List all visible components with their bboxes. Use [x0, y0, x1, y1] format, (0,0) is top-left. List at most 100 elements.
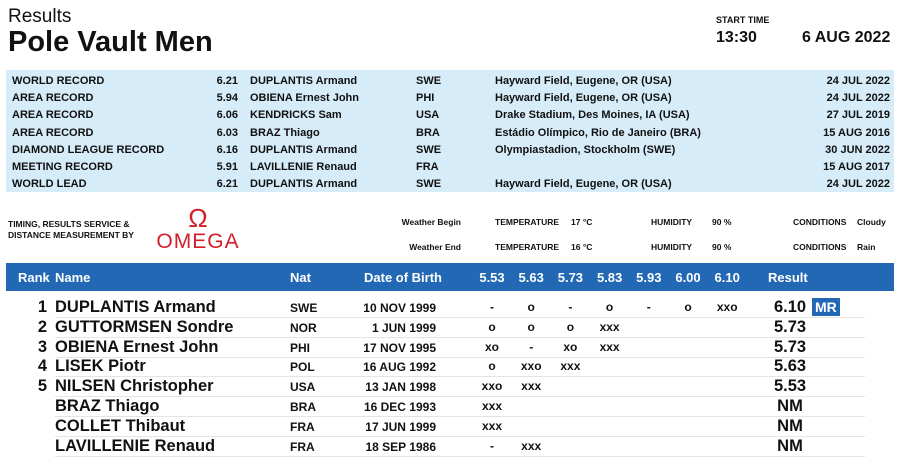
dob: 13 JAN 1998 [365, 380, 436, 395]
record-nat: FRA [416, 161, 439, 173]
row-separator [55, 416, 865, 417]
record-date: 24 JUL 2022 [826, 178, 890, 191]
result: 6.10 [773, 298, 807, 316]
record-nat: SWE [416, 143, 442, 156]
result: 5.73 [773, 337, 807, 356]
nat: BRA [290, 400, 316, 414]
record-nat: SWE [416, 178, 442, 191]
col-dob: Date of Birth [364, 270, 442, 285]
result: NM [777, 436, 803, 455]
nat: NOR [290, 320, 317, 335]
record-venue: Estádio Olímpico, Rio de Janeiro (BRA) [495, 126, 701, 139]
attempt: xxx [521, 379, 542, 394]
record-type: DIAMOND LEAGUE RECORD [12, 143, 165, 156]
athlete-name: LISEK Piotr [55, 357, 146, 376]
record-mark: 6.21 [216, 178, 238, 191]
record-holder: KENDRICKS Sam [250, 109, 342, 122]
nat: USA [290, 380, 316, 395]
record-mark: 5.91 [216, 161, 238, 173]
col-rank: Rank [18, 270, 50, 285]
weather-label: Weather End [409, 242, 461, 252]
athlete-name: NILSEN Christopher [55, 377, 214, 396]
result: 5.73 [773, 317, 807, 336]
athlete-name: GUTTORMSEN Sondre [55, 317, 234, 336]
attempt: o [527, 319, 535, 334]
temperature-label: TEMPERATURE [495, 217, 560, 227]
record-date: 24 JUL 2022 [826, 75, 890, 87]
rank: 5 [37, 377, 47, 396]
event-date: 6 AUG 2022 [802, 29, 891, 46]
attempt: xxx [560, 359, 581, 374]
record-note: MR [812, 298, 840, 316]
record-type: WORLD LEAD [12, 178, 87, 191]
attempt: xo [484, 339, 500, 354]
table-header-band [6, 263, 894, 291]
row-separator [55, 336, 865, 338]
attempt: xxx [481, 399, 503, 413]
humidity-label: HUMIDITY [651, 242, 693, 252]
col-height: 6.10 [714, 270, 740, 285]
nat: PHI [290, 340, 311, 355]
dob: 17 NOV 1995 [363, 340, 436, 355]
attempt: o [605, 300, 614, 314]
attempt: xxx [599, 319, 620, 334]
dob: 16 DEC 1993 [363, 400, 436, 414]
record-holder: DUPLANTIS Armand [250, 75, 358, 87]
records-panel [6, 70, 894, 192]
start-time: 13:30 [716, 29, 757, 46]
conditions-label: CONDITIONS [793, 242, 847, 252]
record-date: 15 AUG 2017 [823, 161, 890, 173]
record-type: WORLD RECORD [12, 75, 105, 87]
record-mark: 6.16 [216, 143, 238, 156]
rank: 1 [37, 298, 47, 316]
record-venue: Drake Stadium, Des Moines, IA (USA) [495, 109, 690, 122]
record-holder: DUPLANTIS Armand [250, 143, 358, 156]
dob: 16 AUG 1992 [363, 360, 436, 375]
record-nat: USA [416, 109, 440, 122]
record-type: MEETING RECORD [12, 161, 113, 173]
attempt: - [646, 300, 651, 314]
record-nat: PHI [416, 92, 435, 105]
attempt: - [490, 438, 494, 453]
col-height: 5.63 [518, 270, 544, 285]
record-date: 27 JUL 2019 [826, 109, 890, 122]
record-date: 30 JUN 2022 [825, 143, 890, 156]
row-separator [55, 455, 865, 457]
attempt: o [488, 359, 496, 374]
humidity-label: HUMIDITY [651, 217, 693, 227]
record-type: AREA RECORD [12, 92, 94, 105]
row-separator [55, 396, 865, 398]
col-height: 5.83 [596, 270, 623, 285]
attempt: o [527, 300, 535, 314]
record-type: AREA RECORD [12, 126, 94, 139]
nat: SWE [290, 301, 318, 315]
nat: FRA [290, 439, 315, 454]
conditions-label: CONDITIONS [793, 217, 847, 227]
rank: 2 [37, 317, 47, 336]
attempt: o [488, 319, 496, 334]
results-label: Results [8, 6, 72, 27]
event-title: Pole Vault Men [8, 26, 213, 58]
omega-symbol: Ω [188, 203, 208, 233]
conditions: Cloudy [857, 217, 886, 227]
timing-text: TIMING, RESULTS SERVICE & DISTANCE MEASU… [8, 219, 134, 240]
record-holder: LAVILLENIE Renaud [250, 161, 357, 173]
attempt: xxx [521, 438, 542, 453]
row-separator [55, 317, 865, 318]
temperature: 16 °C [571, 242, 593, 252]
record-mark: 5.94 [216, 92, 238, 105]
humidity: 90 % [712, 242, 732, 252]
record-mark: 6.03 [216, 126, 238, 139]
attempt: xxo [716, 300, 738, 314]
athlete-name: BRAZ Thiago [55, 397, 160, 415]
record-date: 15 AUG 2016 [823, 126, 890, 139]
col-height: 5.53 [479, 270, 505, 285]
attempt: xxx [481, 418, 503, 433]
record-venue: Hayward Field, Eugene, OR (USA) [495, 75, 672, 87]
attempt: - [568, 300, 573, 314]
record-holder: DUPLANTIS Armand [250, 178, 358, 191]
result: NM [777, 397, 803, 415]
row-separator [55, 356, 865, 358]
omega-logo: OMEGA [156, 230, 240, 253]
